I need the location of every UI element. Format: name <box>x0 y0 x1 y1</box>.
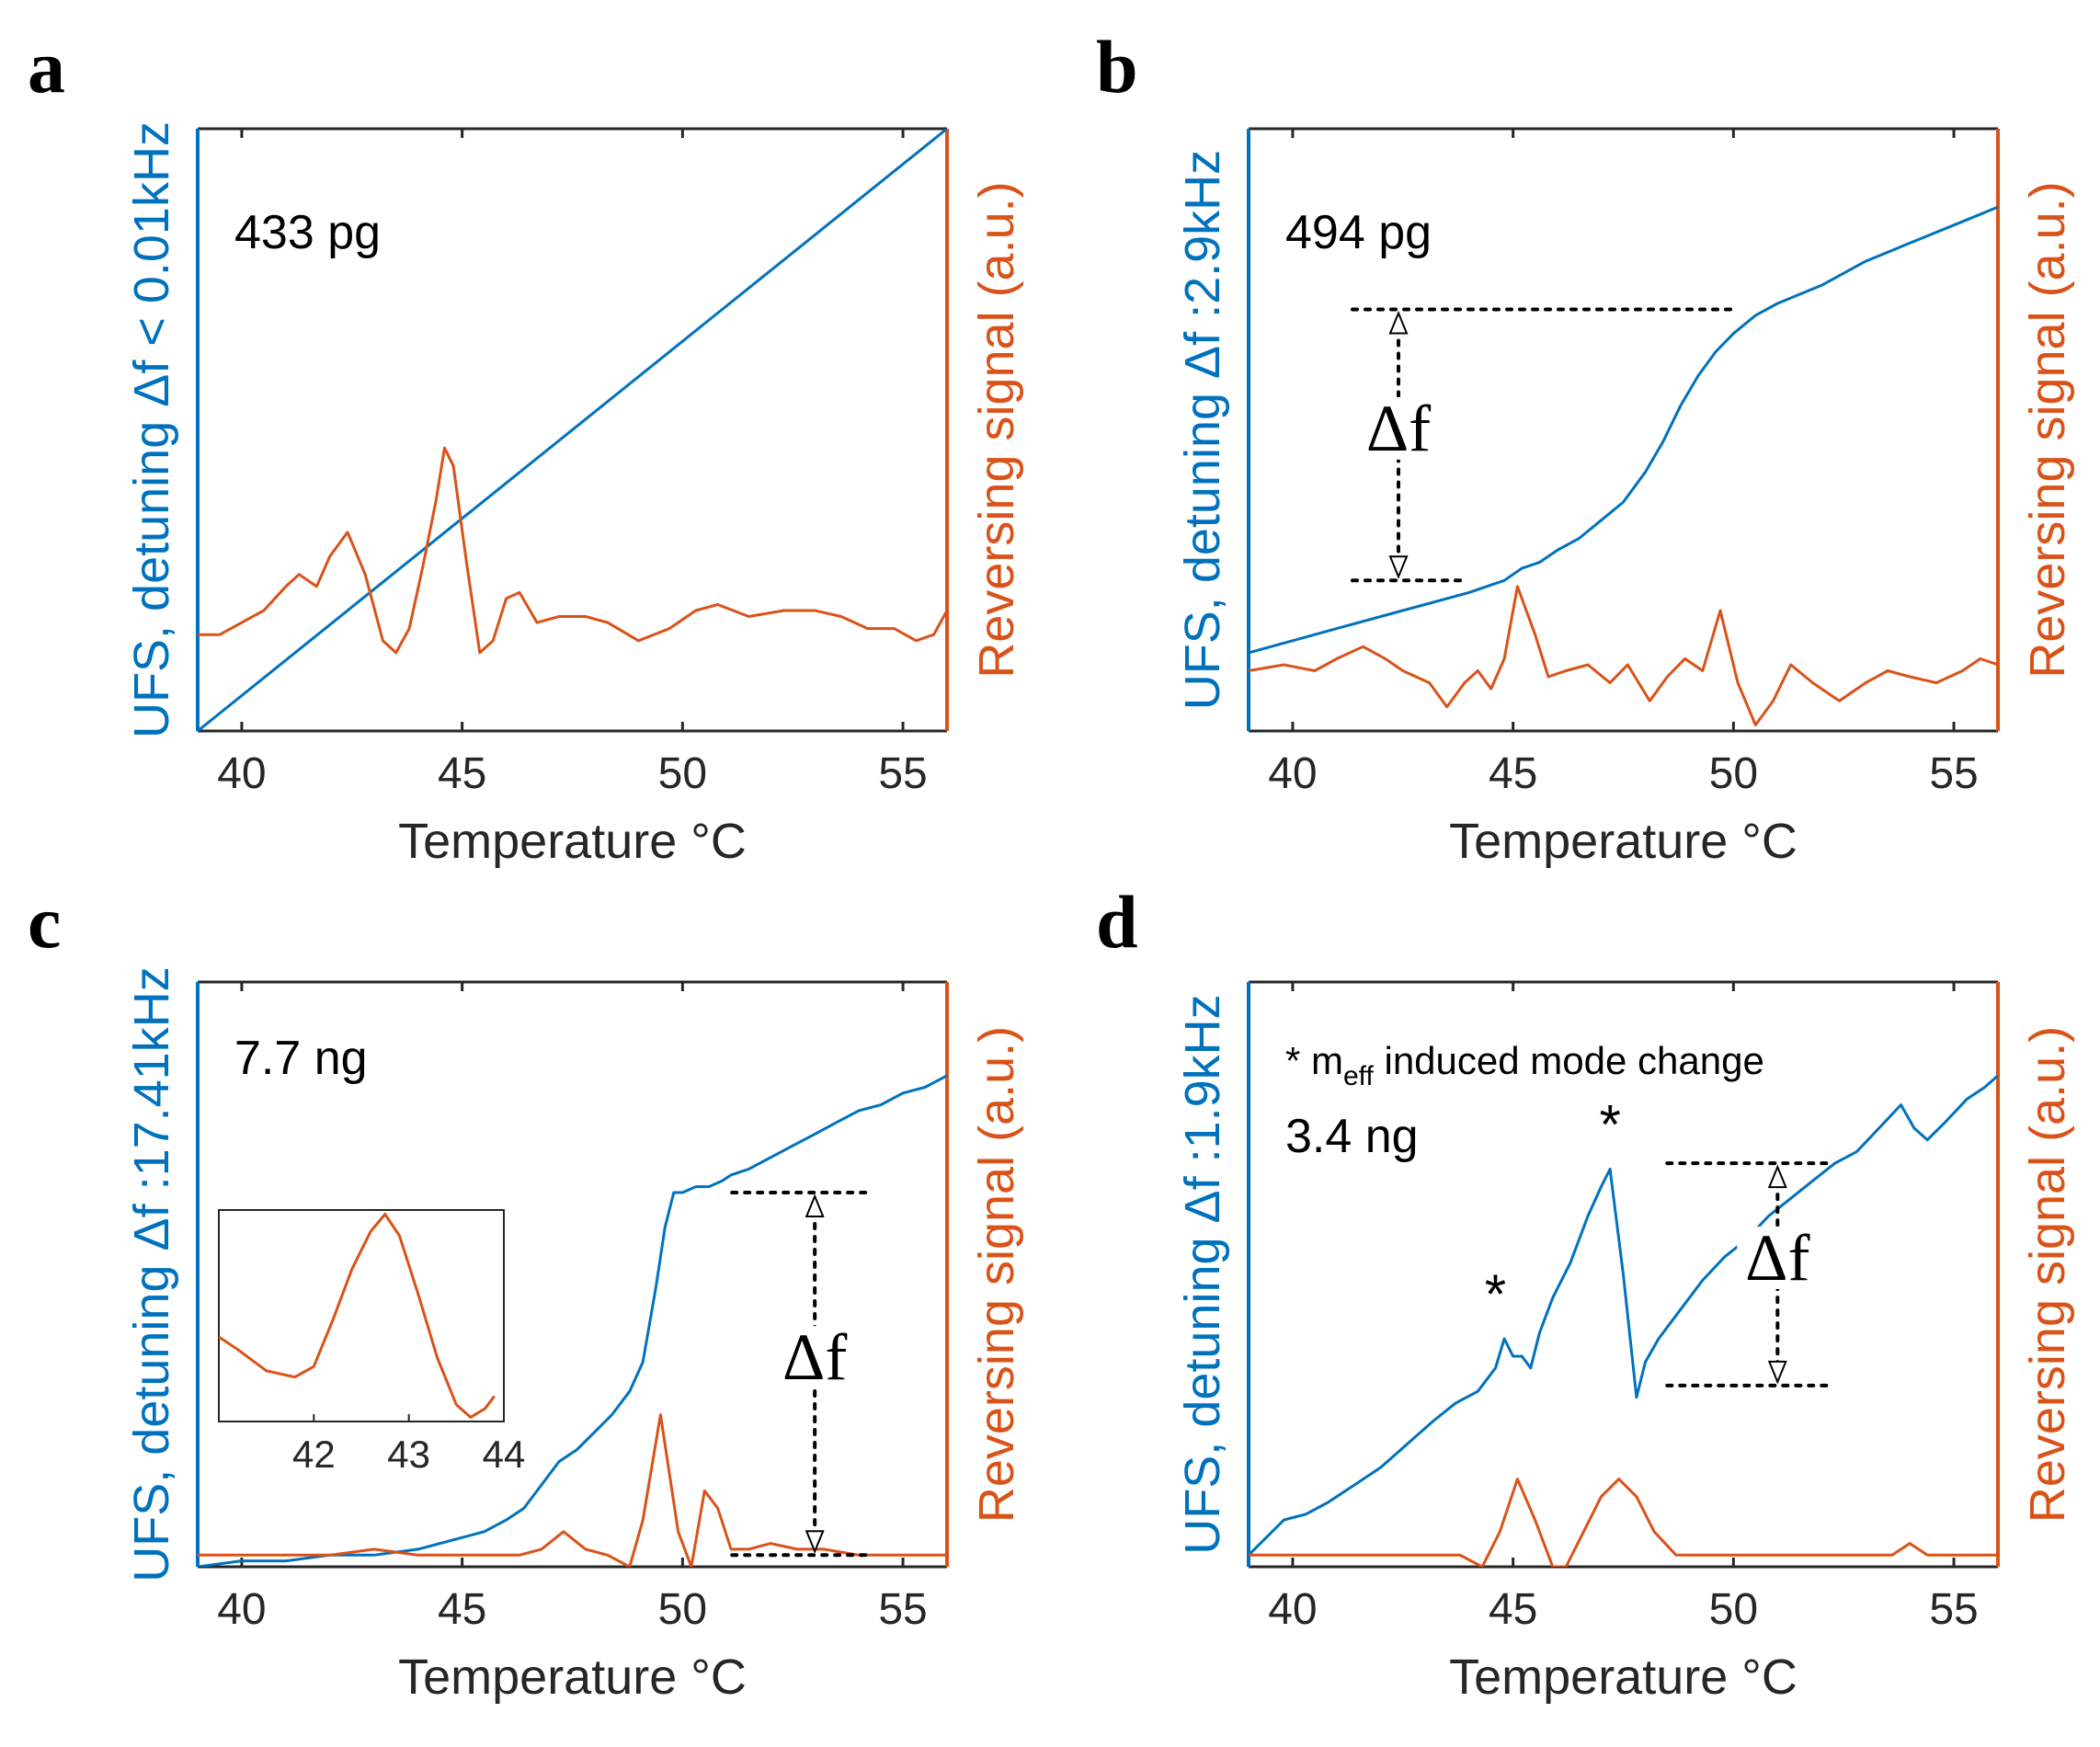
x-tick-label: 40 <box>1268 749 1317 798</box>
note-suffix: induced mode change <box>1374 1039 1764 1082</box>
y-axis-label-left: UFS, detuning Δf :17.41kHz <box>124 966 179 1581</box>
x-tick-label: 45 <box>438 749 486 798</box>
inset-reversing-line <box>218 1212 496 1420</box>
panel-letter-a: a <box>28 25 65 108</box>
delta-label-bg <box>1737 1227 1819 1289</box>
y-axis-label-right: Reversing signal (a.u.) <box>969 181 1024 678</box>
x-axis-label: Temperature °C <box>1449 814 1798 869</box>
panel-b: b 40 45 50 55 Temperature °C UFS, detuning Δf … <box>1096 25 2075 869</box>
delta-f-label: Δf <box>1366 392 1431 465</box>
panel-a: a 40 45 50 55 Temperature °C UFS, detuning Δf … <box>28 25 1024 869</box>
x-axis-label: Temperature °C <box>398 1650 747 1705</box>
delta-arrow-head-up <box>805 1193 825 1217</box>
reversing-signal-line <box>198 1413 947 1567</box>
mode-change-note: * meff induced mode change <box>1285 1039 1764 1091</box>
inset-frame <box>218 1209 505 1422</box>
x-tick-label: 50 <box>658 1585 707 1634</box>
delta-label-bg <box>1358 396 1439 460</box>
delta-arrow-head-up <box>1388 310 1409 335</box>
delta-arrow-head-up <box>1767 1164 1787 1189</box>
sample-mass-label: 7.7 ng <box>234 1032 368 1085</box>
x-tick-label: 45 <box>1489 749 1537 798</box>
panel-letter-c: c <box>28 880 61 964</box>
delta-label-bg <box>774 1326 856 1389</box>
x-tick-label: 40 <box>1268 1585 1317 1634</box>
y-axis-label-left: UFS, detuning Δf :2.9kHz <box>1175 150 1230 710</box>
reversing-signal-line <box>1249 1478 1998 1567</box>
x-axis-label: Temperature °C <box>1449 1650 1798 1705</box>
mode-change-star: * <box>1599 1094 1620 1156</box>
panel-letter-d: d <box>1096 880 1138 964</box>
x-tick-label: 40 <box>217 749 266 798</box>
panel-letter-b: b <box>1096 25 1138 108</box>
delta-arrow-head-down <box>1388 555 1409 579</box>
reversing-signal-line <box>1249 585 1998 726</box>
reversing-signal-line <box>198 446 947 655</box>
inset-x-tick-label: 43 <box>387 1433 430 1476</box>
y-axis-label-left: UFS, detuning Δf :1.9kHz <box>1175 994 1230 1554</box>
sample-mass-label: 433 pg <box>234 206 381 259</box>
x-tick-label: 50 <box>658 749 707 798</box>
x-tick-label: 45 <box>1489 1585 1537 1634</box>
x-tick-label: 50 <box>1709 1585 1758 1634</box>
delta-arrow-head-down <box>805 1530 825 1554</box>
x-tick-label: 40 <box>217 1585 266 1634</box>
y-axis-label-right: Reversing signal (a.u.) <box>2020 181 2075 678</box>
delta-f-label: Δf <box>782 1320 847 1394</box>
x-tick-label: 50 <box>1709 749 1758 798</box>
y-axis-label-left: UFS, detuning Δf < 0.01kHz <box>124 121 179 738</box>
ufs-line <box>198 129 947 731</box>
panel-d: d 40 45 50 55 Temperature °C UFS, detuning Δf … <box>1096 880 2075 1705</box>
delta-arrow-head-down <box>1767 1360 1787 1385</box>
sample-mass-label: 3.4 ng <box>1285 1110 1419 1163</box>
mode-change-star: * <box>1485 1263 1506 1325</box>
x-tick-label: 55 <box>878 1585 927 1634</box>
x-axis-label: Temperature °C <box>398 814 747 869</box>
ufs-line <box>1249 1074 1998 1557</box>
x-tick-label: 55 <box>878 749 927 798</box>
ufs-line <box>198 1074 947 1567</box>
x-tick-label: 55 <box>1929 749 1978 798</box>
delta-f-label: Δf <box>1745 1221 1809 1295</box>
x-tick-label: 45 <box>438 1585 486 1634</box>
y-axis-label-right: Reversing signal (a.u.) <box>2020 1026 2075 1523</box>
sample-mass-label: 494 pg <box>1285 206 1432 259</box>
x-tick-label: 55 <box>1929 1585 1978 1634</box>
inset-x-tick-label: 42 <box>292 1433 336 1476</box>
ufs-line <box>1249 205 1998 655</box>
note-subscript: eff <box>1343 1061 1374 1091</box>
y-axis-label-right: Reversing signal (a.u.) <box>969 1026 1024 1523</box>
panel-c: c 40 45 50 55 Temperature °C UFS, detuning Δf … <box>28 880 1024 1705</box>
inset-plot: 42 43 44 <box>218 1209 526 1476</box>
inset-x-tick-label: 44 <box>483 1433 526 1476</box>
note-prefix: * m <box>1285 1039 1343 1082</box>
